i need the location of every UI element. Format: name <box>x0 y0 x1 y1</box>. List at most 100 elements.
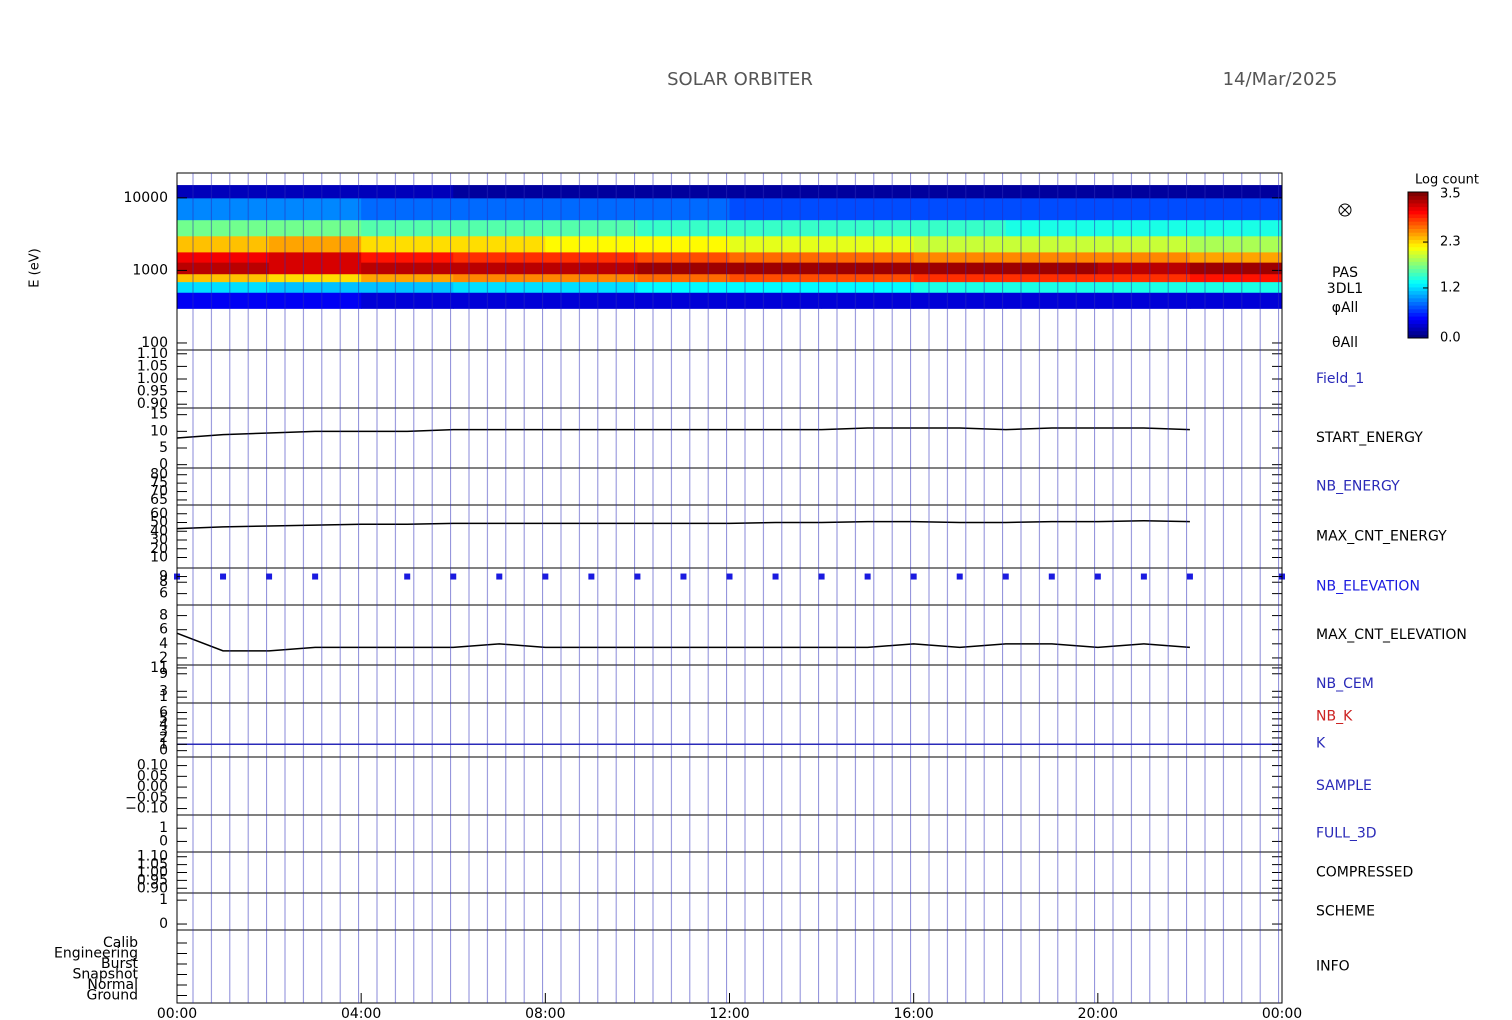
y-tick-label: 1 <box>159 736 168 752</box>
y-tick-label: 10000 <box>123 190 168 206</box>
y-tick-label: 80 <box>150 467 168 483</box>
y-tick-label: 2 <box>159 650 168 666</box>
panel-label: 3DL1 <box>1327 281 1363 297</box>
panel-label: PAS <box>1332 265 1358 281</box>
colorbar-tick-label: 1.2 <box>1440 280 1461 295</box>
y-tick-label: 0.10 <box>137 758 168 774</box>
y-tick-label: 5 <box>159 440 168 456</box>
colorbar-tick-label: 0.0 <box>1440 331 1461 346</box>
y-tick-label: 1 <box>159 892 168 908</box>
y-tick-label: 6 <box>159 586 168 602</box>
colorbar-segment <box>1408 228 1428 233</box>
colorbar-segment <box>1408 213 1428 219</box>
y-tick-label: 70 <box>150 484 168 500</box>
colorbar-segment <box>1408 192 1428 197</box>
y-tick-label: 0.05 <box>137 768 168 784</box>
colorbar-segment <box>1408 250 1428 255</box>
panel-label: K <box>1316 736 1326 752</box>
colorbar-segment <box>1408 195 1428 200</box>
y-tick-label: 10 <box>150 423 168 439</box>
y-tick-label: Calib <box>103 935 138 951</box>
y-tick-label: 0 <box>159 916 168 932</box>
colorbar-segment <box>1408 283 1428 288</box>
colorbar-segment <box>1408 221 1428 226</box>
colorbar-segment <box>1408 206 1428 211</box>
view-direction-icon <box>1338 203 1352 217</box>
colorbar-segment <box>1408 323 1428 328</box>
colorbar-segment <box>1408 272 1428 277</box>
panel-label: Field_1 <box>1316 371 1364 387</box>
y-tick-label: 11 <box>150 660 168 676</box>
colorbar-segment <box>1408 246 1428 251</box>
y-tick-label: 1 <box>159 820 168 836</box>
y-tick-label: 1.05 <box>137 358 168 374</box>
y-tick-label: 8 <box>159 608 168 624</box>
panel-label: SCHEME <box>1316 904 1375 920</box>
y-tick-label: 0.00 <box>137 779 168 795</box>
y-tick-label: 1 <box>159 689 168 705</box>
colorbar-tick-label: 2.3 <box>1440 235 1461 250</box>
colorbar-segment <box>1408 312 1428 317</box>
chart-subtitle: 14/Mar/2025 <box>1223 69 1338 90</box>
colorbar-segment <box>1408 319 1428 324</box>
y-tick-label: Burst <box>101 956 139 972</box>
y-tick-label: 30 <box>150 532 168 548</box>
colorbar-segment <box>1408 254 1428 259</box>
panel-label: SAMPLE <box>1316 778 1372 794</box>
panel-label: COMPRESSED <box>1316 865 1413 881</box>
y-tick-label: 50 <box>150 515 168 531</box>
panel-label: MAX_CNT_ENERGY <box>1316 529 1447 545</box>
y-tick-label: Normal <box>87 977 138 993</box>
y-tick-label: 40 <box>150 523 168 539</box>
y-tick-label: 0.95 <box>137 384 168 400</box>
panel-label: INFO <box>1316 959 1350 975</box>
y-tick-label: 1.05 <box>137 857 168 873</box>
y-tick-label: 65 <box>150 492 168 508</box>
colorbar-segment <box>1408 330 1428 335</box>
colorbar-segment <box>1408 217 1428 222</box>
y-tick-label: 5 <box>159 711 168 727</box>
colorbar-segment <box>1408 308 1428 313</box>
panel-label: φAll <box>1332 300 1359 316</box>
colorbar-segment <box>1408 239 1428 244</box>
panel-label: MAX_CNT_ELEVATION <box>1316 627 1467 643</box>
y-tick-label: 0 <box>159 833 168 849</box>
panel-label: NB_ENERGY <box>1316 479 1400 495</box>
colorbar-segment <box>1408 261 1428 266</box>
colorbar-segment <box>1408 243 1428 248</box>
y-tick-label: 1.00 <box>137 865 168 881</box>
y-tick-label: 6 <box>159 705 168 721</box>
y-tick-label: 0 <box>159 457 168 473</box>
y-tick-label: 75 <box>150 475 168 491</box>
x-tick-label: 12:00 <box>709 1006 749 1020</box>
y-tick-label: −0.10 <box>125 801 168 817</box>
y-tick-label: 20 <box>150 541 168 557</box>
chart-title: SOLAR ORBITER <box>667 69 813 90</box>
y-tick-label: 4 <box>159 636 168 652</box>
y-tick-label: 6 <box>159 622 168 638</box>
colorbar-segment <box>1408 224 1428 229</box>
y-tick-label: 0 <box>159 743 168 759</box>
colorbar-segment <box>1408 265 1428 270</box>
y-tick-label: 1.00 <box>137 371 168 387</box>
y-tick-label: 3 <box>159 683 168 699</box>
panel-label: NB_CEM <box>1316 676 1374 692</box>
x-tick-label: 00:00 <box>157 1006 197 1020</box>
y-tick-label: 8 <box>159 574 168 590</box>
colorbar-segment <box>1408 232 1428 237</box>
colorbar-segment <box>1408 210 1428 215</box>
y-tick-label: 1.10 <box>137 849 168 865</box>
colorbar-frame <box>1407 191 1429 339</box>
colorbar-segment <box>1408 305 1428 310</box>
x-tick-label: 16:00 <box>893 1006 933 1020</box>
y-tick-label: 0.90 <box>137 880 168 896</box>
colorbar-segment <box>1408 334 1428 339</box>
y-tick-label: 100 <box>141 335 168 351</box>
x-tick-label: 04:00 <box>341 1006 381 1020</box>
colorbar-segment <box>1408 235 1428 240</box>
y-tick-label: 3 <box>159 724 168 740</box>
y-axis-label: E (eV) <box>28 248 43 287</box>
y-tick-label: 1.10 <box>137 346 168 362</box>
panel-label: NB_K <box>1316 709 1353 725</box>
